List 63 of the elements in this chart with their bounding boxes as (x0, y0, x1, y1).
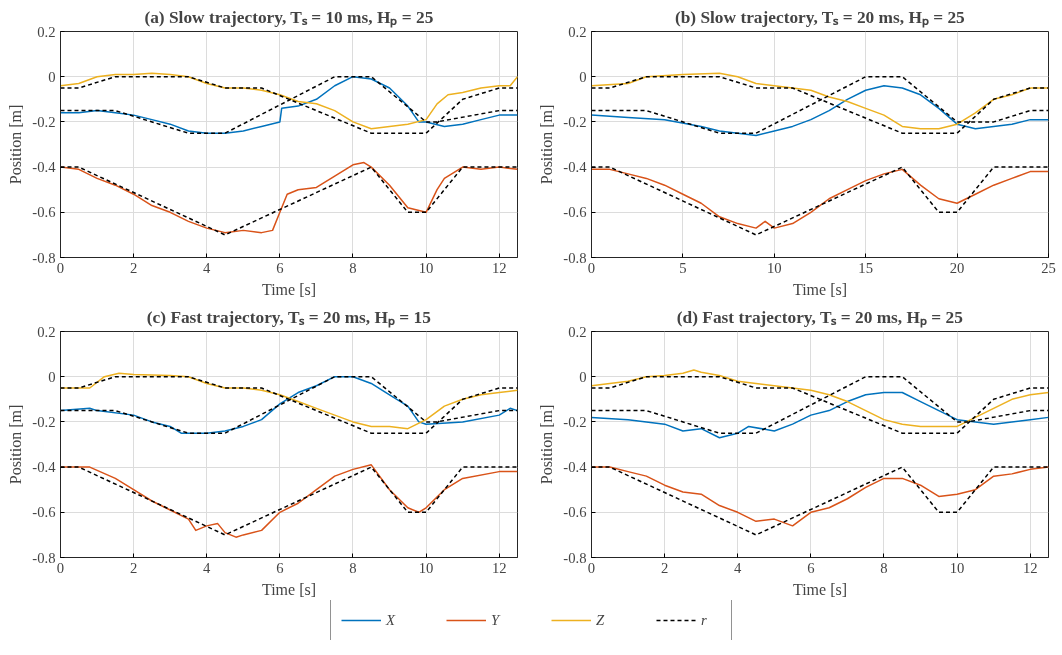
x-tick-label: 10 (418, 259, 434, 276)
y-tick-label: -0.8 (32, 549, 56, 566)
x-tick-label: 12 (1022, 559, 1038, 576)
y-tick-label: 0 (48, 368, 56, 385)
x-tick-label: 6 (276, 259, 284, 276)
x-tick-label: 10 (766, 259, 782, 276)
y-tick-label: -0.2 (32, 113, 56, 130)
chart-title: (d) Fast trajectory, Tₛ = 20 ms, Hₚ = 25 (676, 307, 964, 328)
y-tick-label: 0.2 (37, 23, 56, 40)
x-tick-label: 4 (203, 559, 212, 576)
legend-label: Z (596, 611, 606, 629)
x-tick-label: 25 (1041, 259, 1056, 276)
x-tick-label: 6 (276, 559, 284, 576)
y-axis-title: Position [m] (7, 104, 25, 185)
y-tick-label: 0.2 (37, 323, 56, 340)
x-tick-label: 6 (807, 559, 815, 576)
legend-label: Y (491, 611, 502, 629)
x-axis-title: Time [s] (792, 580, 848, 598)
y-tick-label: -0.8 (32, 249, 56, 266)
y-tick-label: -0.8 (563, 249, 587, 266)
y-tick-label: -0.4 (32, 159, 57, 176)
x-tick-label: 12 (491, 559, 507, 576)
chart-title: (a) Slow trajectory, Tₛ = 10 ms, Hₚ = 25 (144, 7, 434, 28)
y-tick-label: -0.4 (563, 459, 588, 476)
x-tick-label: 4 (203, 259, 212, 276)
x-tick-label: 8 (880, 559, 888, 576)
x-tick-label: 10 (418, 559, 434, 576)
y-tick-label: -0.2 (32, 413, 56, 430)
legend-label: r (701, 611, 708, 629)
x-tick-label: 8 (349, 559, 357, 576)
legend-label: X (386, 611, 397, 629)
x-tick-label: 8 (349, 259, 357, 276)
x-tick-label: 15 (858, 259, 874, 276)
y-tick-label: 0 (579, 68, 587, 85)
y-tick-label: -0.6 (32, 504, 56, 521)
y-tick-label: -0.6 (563, 504, 587, 521)
x-tick-label: 12 (491, 259, 507, 276)
y-tick-label: -0.4 (563, 159, 588, 176)
chart-title: (c) Fast trajectory, Tₛ = 20 ms, Hₚ = 15 (146, 307, 432, 328)
y-axis-title: Position [m] (7, 404, 25, 485)
y-tick-label: -0.2 (563, 113, 587, 130)
y-tick-label: 0 (48, 68, 56, 85)
y-axis-title: Position [m] (538, 404, 556, 485)
y-tick-label: -0.4 (32, 459, 57, 476)
x-tick-label: 10 (949, 559, 965, 576)
y-tick-label: 0.2 (568, 323, 587, 340)
chart-title: (b) Slow trajectory, Tₛ = 20 ms, Hₚ = 25 (674, 7, 966, 28)
x-tick-label: 4 (734, 559, 743, 576)
x-axis-title: Time [s] (261, 280, 317, 298)
y-tick-label: 0 (579, 368, 587, 385)
y-tick-label: -0.2 (563, 413, 587, 430)
x-tick-label: 2 (129, 559, 138, 576)
y-tick-label: -0.8 (563, 549, 587, 566)
y-tick-label: -0.6 (32, 204, 56, 221)
x-tick-label: 5 (679, 259, 687, 276)
x-axis-title: Time [s] (261, 580, 317, 598)
y-tick-label: 0.2 (568, 23, 587, 40)
y-tick-label: -0.6 (563, 204, 587, 221)
x-axis-title: Time [s] (792, 280, 848, 298)
x-tick-label: 20 (949, 259, 965, 276)
x-tick-label: 2 (660, 559, 669, 576)
y-axis-title: Position [m] (538, 104, 556, 185)
x-tick-label: 2 (129, 259, 138, 276)
